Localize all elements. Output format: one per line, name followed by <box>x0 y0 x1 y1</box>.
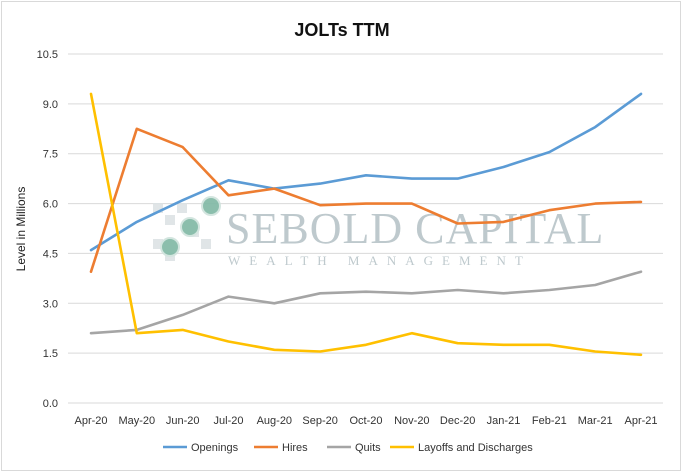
sebold-capital-watermark: Sebold Capital Wealth Management <box>153 196 603 268</box>
series-line-layoffs-and-discharges <box>89 92 643 357</box>
x-tick-label: Dec-20 <box>440 415 475 427</box>
legend-label: Openings <box>191 442 239 454</box>
x-tick-label: Feb-21 <box>532 415 567 427</box>
x-tick-label: Jun-20 <box>166 415 200 427</box>
series-line-openings <box>89 92 643 252</box>
x-tick-label: May-20 <box>118 415 155 427</box>
y-tick-label: 10.5 <box>37 49 58 61</box>
legend-label: Hires <box>282 442 308 454</box>
x-tick-label: Jul-20 <box>214 415 244 427</box>
y-tick-label: 3.0 <box>43 298 58 310</box>
y-tick-label: 6.0 <box>43 199 58 211</box>
y-axis-tick-labels: 0.0 1.5 3.0 4.5 6.0 7.5 9.0 10.5 <box>37 49 58 410</box>
y-tick-label: 0.0 <box>43 398 58 410</box>
x-tick-label: Apr-21 <box>624 415 657 427</box>
watermark-tagline: Wealth Management <box>228 253 532 268</box>
series-lines <box>89 92 643 357</box>
x-tick-label: Sep-20 <box>302 415 337 427</box>
legend-item: Openings <box>163 442 239 454</box>
x-tick-label: Mar-21 <box>578 415 613 427</box>
series-line-quits <box>89 270 643 335</box>
legend-label: Quits <box>355 442 381 454</box>
watermark-logo-mark <box>153 196 221 261</box>
x-tick-label: Jan-21 <box>487 415 521 427</box>
y-axis-label: Level in Millions <box>14 187 28 272</box>
x-tick-label: Aug-20 <box>257 415 292 427</box>
x-axis-tick-labels: Apr-20 May-20 Jun-20 Jul-20 Aug-20 Sep-20 Oct-… <box>74 415 657 427</box>
legend-label: Layoffs and Discharges <box>418 442 533 454</box>
y-tick-label: 1.5 <box>43 348 58 360</box>
series-line-hires <box>89 127 643 274</box>
legend: Openings Hires Quits Layoffs and Discharges <box>163 442 533 454</box>
y-tick-label: 9.0 <box>43 99 58 111</box>
legend-item: Layoffs and Discharges <box>390 442 533 454</box>
y-tick-label: 7.5 <box>43 149 58 161</box>
chart-title: JOLTs TTM <box>294 20 389 40</box>
legend-item: Quits <box>327 442 381 454</box>
x-tick-label: Apr-20 <box>74 415 107 427</box>
legend-item: Hires <box>254 442 308 454</box>
x-tick-label: Oct-20 <box>349 415 382 427</box>
x-tick-label: Nov-20 <box>394 415 429 427</box>
y-tick-label: 4.5 <box>43 248 58 260</box>
